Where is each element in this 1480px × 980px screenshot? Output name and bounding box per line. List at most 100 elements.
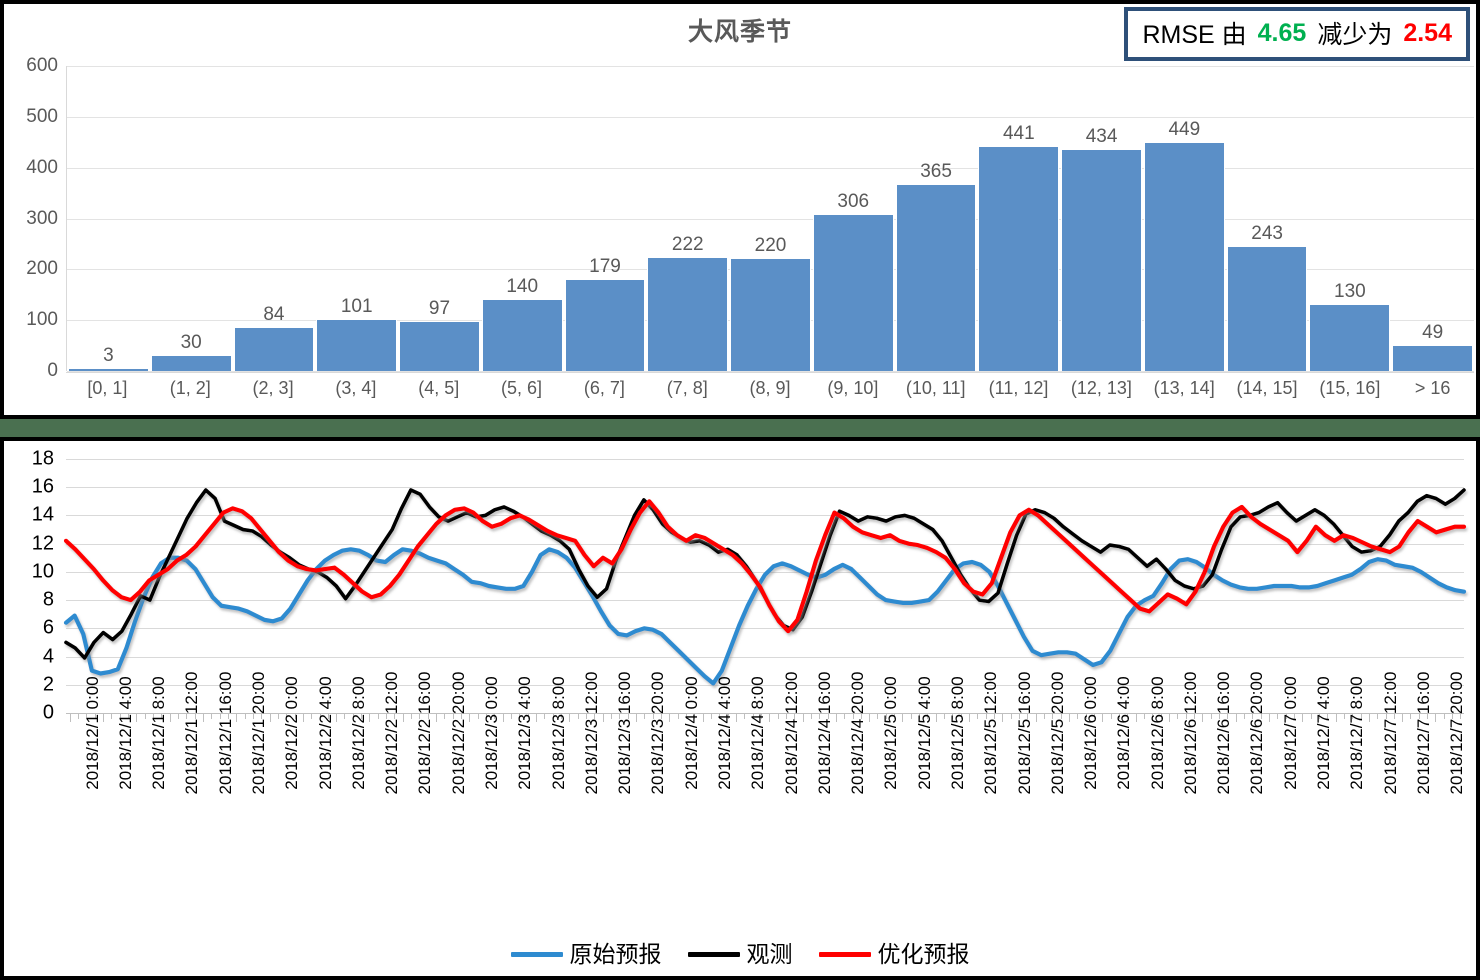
bar-item[interactable]: 49	[1391, 66, 1474, 371]
axis-tick	[732, 714, 740, 728]
axis-tick	[866, 714, 874, 728]
bar-item[interactable]: 441	[977, 66, 1060, 371]
axis-tick	[857, 714, 865, 728]
axis-tick	[791, 714, 799, 728]
y-axis-tick-label: 8	[42, 588, 54, 611]
legend-item-3[interactable]: 优化预报	[818, 943, 970, 966]
axis-tick	[641, 714, 649, 728]
axis-tick	[216, 714, 224, 728]
axis-tick	[1132, 714, 1140, 728]
bar-rect[interactable]	[481, 299, 563, 371]
axis-tick	[624, 714, 632, 728]
bar-rect[interactable]	[399, 321, 480, 371]
rmse-middle-label: 减少为	[1317, 21, 1393, 49]
bar-value-label: 243	[1251, 223, 1283, 245]
axis-tick	[1082, 714, 1090, 728]
gridline	[66, 515, 1464, 517]
x-label-cell: 2018/12/5 12:00	[965, 672, 1000, 927]
bar-item[interactable]: 140	[481, 66, 564, 371]
bar-rect[interactable]	[1061, 150, 1142, 371]
bar-item[interactable]: 222	[646, 66, 729, 371]
y-axis-tick-label: 0	[42, 701, 54, 724]
axis-tick	[1049, 714, 1057, 728]
axis-tick	[1032, 714, 1040, 728]
gridline	[66, 543, 1464, 545]
bar-value-label: 220	[754, 235, 787, 257]
axis-tick	[824, 714, 832, 728]
legend-item-2[interactable]: 观测	[687, 943, 793, 966]
gridline	[67, 66, 1474, 67]
bar-item[interactable]: 101	[315, 66, 398, 371]
axis-tick	[74, 714, 82, 728]
axis-tick	[1457, 714, 1465, 728]
bar-item[interactable]: 449	[1143, 66, 1226, 371]
x-axis-tick-label: (13, 14]	[1153, 378, 1215, 398]
bar-rect[interactable]	[68, 369, 149, 371]
x-label-cell: 2018/12/6 20:00	[1231, 672, 1266, 927]
axis-tick	[532, 714, 540, 728]
axis-tick	[283, 714, 291, 728]
x-label-cell: 2018/12/6 8:00	[1131, 676, 1167, 927]
legend-item-1[interactable]: 原始预报	[510, 943, 662, 966]
x-label-cell: 2018/12/5 8:00	[931, 676, 967, 927]
x-axis-tick-label: (6, 7]	[583, 378, 625, 398]
axis-tick	[990, 714, 998, 728]
axis-tick	[366, 714, 374, 728]
axis-tick	[1315, 714, 1323, 728]
bar-item[interactable]: 30	[150, 66, 233, 371]
bar-item[interactable]: 306	[812, 66, 895, 371]
bar-rect[interactable]	[564, 280, 646, 371]
bar-item[interactable]: 220	[729, 66, 812, 371]
x-label-cell: 2018/12/2 12:00	[366, 672, 401, 927]
axis-tick	[407, 714, 415, 728]
axis-tick	[424, 714, 432, 728]
axis-tick	[158, 714, 166, 728]
axis-tick	[1090, 714, 1098, 728]
axis-tick	[1157, 714, 1165, 728]
axis-tick	[1074, 714, 1082, 728]
bar-x-axis: [0, 1] (1, 2] (2, 3] (3, 4] (4, 5] (5, 6] (6, …	[66, 372, 1474, 403]
axis-tick	[116, 714, 124, 728]
axis-tick	[1265, 714, 1273, 728]
bar-rect[interactable]	[233, 328, 315, 371]
axis-tick	[957, 714, 965, 728]
bar-item[interactable]: 434	[1060, 66, 1143, 371]
bar-item[interactable]: 97	[398, 66, 481, 371]
axis-tick	[874, 714, 882, 728]
x-label-cell: 2018/12/1 12:00	[166, 672, 201, 927]
bar-rect[interactable]	[150, 355, 232, 371]
axis-tick	[399, 714, 407, 728]
axis-tick	[616, 714, 624, 728]
bar-rect[interactable]	[812, 215, 894, 371]
bar-item[interactable]: 3	[67, 66, 150, 371]
axis-tick	[666, 714, 674, 728]
bar-item[interactable]: 130	[1308, 66, 1391, 371]
axis-tick	[241, 714, 249, 728]
x-label-cell: 2018/12/2 20:00	[432, 672, 468, 927]
bar-rect[interactable]	[1392, 346, 1474, 371]
x-label-cell: 2018/12/2 16:00	[399, 672, 434, 927]
line-series-3	[63, 499, 1467, 634]
bar-rect[interactable]	[730, 259, 811, 371]
gridline	[67, 371, 1474, 372]
bar-rect[interactable]	[978, 146, 1060, 371]
axis-tick	[133, 714, 141, 728]
bar-rect[interactable]	[647, 258, 729, 371]
bar-chart-panel: 大风季节 RMSE 由 4.65 减少为 2.54 0 100 200 300 400 5…	[0, 0, 1480, 419]
axis-tick	[199, 714, 207, 728]
axis-tick	[1357, 714, 1365, 728]
axis-tick	[1240, 714, 1248, 728]
axis-tick	[1232, 714, 1240, 728]
bar-rect[interactable]	[1309, 304, 1391, 371]
bar-rect[interactable]	[1143, 142, 1225, 371]
bar-item[interactable]: 365	[895, 66, 978, 371]
bar-rect[interactable]	[316, 319, 398, 371]
bar-rect[interactable]	[895, 185, 977, 371]
bar-item[interactable]: 179	[564, 66, 647, 371]
axis-tick	[1057, 714, 1065, 728]
bar-rect[interactable]	[1226, 247, 1308, 371]
bar-item[interactable]: 84	[233, 66, 316, 371]
bar-item[interactable]: 243	[1226, 66, 1309, 371]
x-axis-tick-label: (7, 8]	[666, 378, 708, 398]
gridline	[67, 218, 1474, 220]
